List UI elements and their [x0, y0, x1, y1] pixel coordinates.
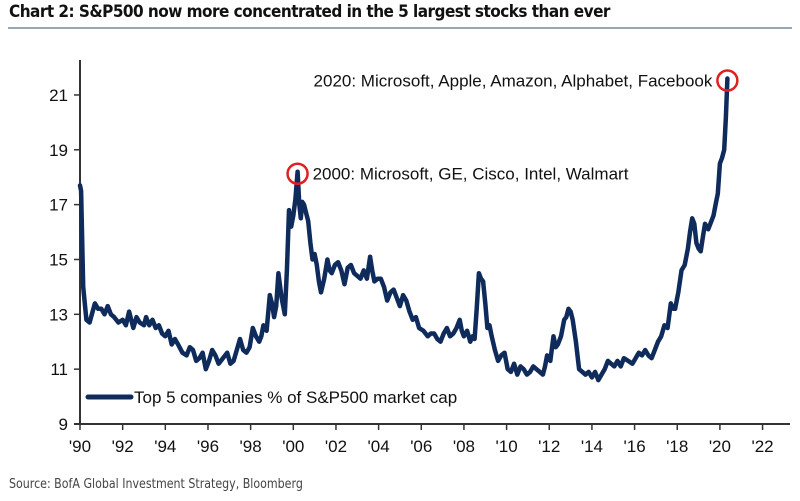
title-divider	[8, 27, 792, 29]
source-note: Source: BofA Global Investment Strategy,…	[9, 477, 303, 492]
series-layer	[77, 76, 730, 383]
x-tick-label: '20	[709, 437, 731, 456]
x-tick-label: '12	[538, 437, 560, 456]
highlight-circle	[716, 69, 739, 92]
annotation-label: 2000: Microsoft, GE, Cisco, Intel, Walma…	[313, 165, 629, 184]
y-axis: 9 11 13 15 17 19 21	[49, 60, 81, 434]
highlight-circle	[286, 162, 309, 185]
x-tick-label: '00	[282, 437, 304, 456]
x-tick-label: '10	[496, 437, 518, 456]
y-tick-label: 11	[50, 360, 68, 379]
legend: Top 5 companies % of S&P500 market cap	[85, 388, 457, 407]
annotation-layer: 2000: Microsoft, GE, Cisco, Intel, Walma…	[286, 69, 739, 185]
x-tick-label: '96	[197, 437, 219, 456]
x-tick-label: '94	[154, 437, 176, 456]
annotation-label: 2020: Microsoft, Apple, Amazon, Alphabet…	[314, 72, 713, 91]
y-tick-label: 19	[49, 141, 68, 160]
y-tick-label: 21	[49, 86, 68, 105]
x-tick-label: '90	[69, 437, 91, 456]
x-tick-label: '98	[240, 437, 262, 456]
x-axis: '90 '92 '94 '96 '98 '00 '02 '04 '06 '08 '10 '12 '14 '…	[69, 423, 790, 456]
y-tick-label: 13	[49, 305, 68, 324]
y-tick-label: 17	[49, 196, 68, 215]
x-tick-label: '92	[112, 437, 134, 456]
series-line-0	[77, 76, 730, 383]
x-tick-label: '18	[666, 437, 688, 456]
x-tick-label: '08	[453, 437, 475, 456]
x-tick-label: '06	[410, 437, 432, 456]
x-tick-label: '14	[581, 437, 603, 456]
x-tick-label: '02	[325, 437, 347, 456]
x-tick-label: '16	[624, 437, 646, 456]
x-tick-label: '22	[751, 437, 773, 456]
chart-title: Chart 2: S&P500 now more concentrated in…	[9, 2, 610, 22]
y-tick-label: 15	[49, 250, 68, 269]
legend-label: Top 5 companies % of S&P500 market cap	[134, 388, 457, 407]
x-tick-label: '04	[368, 437, 390, 456]
y-tick-label: 9	[59, 415, 68, 434]
